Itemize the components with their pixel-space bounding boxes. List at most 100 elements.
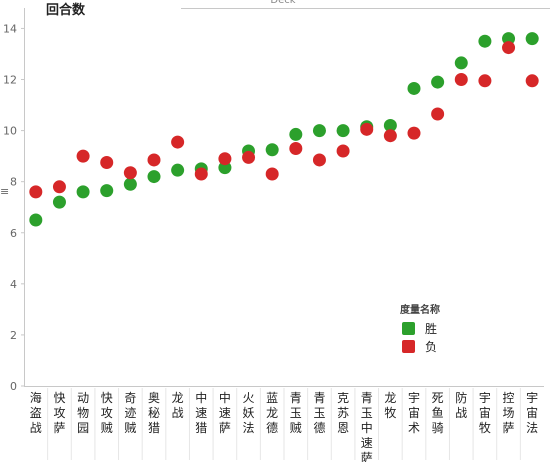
x-tick-label-char: 中 bbox=[219, 390, 231, 405]
loss-point bbox=[289, 141, 303, 155]
x-tick-label-char: 贼 bbox=[124, 420, 136, 435]
loss-point bbox=[336, 144, 350, 158]
loss-point bbox=[525, 74, 539, 88]
win-point bbox=[29, 213, 43, 227]
x-tick-label-char: 青 bbox=[361, 391, 373, 405]
loss-point bbox=[502, 41, 516, 55]
x-tick-label-char: 动 bbox=[77, 391, 89, 405]
x-tick-label-char: 玉 bbox=[313, 406, 325, 420]
loss-point bbox=[478, 74, 492, 88]
win-point bbox=[52, 195, 66, 209]
x-tick-label-char: 萨 bbox=[219, 421, 231, 435]
y-tick-label: 10 bbox=[3, 125, 17, 138]
x-axis-title: Deck bbox=[270, 0, 295, 6]
legend-title: 度量名称 bbox=[400, 303, 440, 316]
x-tick-label-char: 青 bbox=[313, 391, 325, 405]
x-tick-label-char: 猎 bbox=[195, 421, 207, 435]
win-point bbox=[336, 124, 350, 138]
y-tick-label: 2 bbox=[10, 329, 17, 342]
x-tick-label-char: 秘 bbox=[148, 406, 160, 420]
loss-point bbox=[242, 150, 256, 164]
x-tick-label-char: 中 bbox=[361, 420, 373, 435]
loss-point bbox=[360, 122, 374, 136]
loss-point bbox=[147, 153, 161, 167]
x-tick-label-char: 德 bbox=[313, 420, 325, 435]
x-tick-label-char: 物 bbox=[77, 406, 89, 420]
win-point bbox=[289, 127, 303, 141]
x-tick-label-char: 恩 bbox=[337, 421, 349, 435]
x-tick-label-char: 死 bbox=[432, 391, 444, 405]
legend-swatch-loss bbox=[402, 340, 415, 353]
x-tick-label-char: 园 bbox=[77, 421, 89, 435]
x-tick-label-char: 攻 bbox=[53, 406, 65, 420]
x-tick-label-char: 克 bbox=[337, 391, 349, 405]
x-tick-label-char: 宇 bbox=[408, 391, 420, 405]
win-point bbox=[123, 177, 137, 191]
y-tick-label: 4 bbox=[10, 278, 17, 291]
x-tick-label-char: 战 bbox=[455, 406, 467, 420]
x-tick-label-char: 奥 bbox=[148, 391, 160, 405]
x-tick-label-char: 骑 bbox=[432, 421, 444, 435]
loss-point bbox=[76, 149, 90, 163]
win-point bbox=[431, 75, 445, 89]
x-tick-label-char: 奇 bbox=[124, 391, 136, 405]
y-tick-label: 8 bbox=[10, 176, 17, 189]
x-tick-label-char: 牧 bbox=[384, 406, 396, 420]
loss-point bbox=[171, 135, 185, 149]
loss-point bbox=[407, 126, 421, 140]
x-tick-label-char: 萨 bbox=[361, 451, 373, 462]
loss-point bbox=[383, 129, 397, 143]
x-tick-label-char: 贼 bbox=[101, 420, 113, 435]
x-tick-label-char: 战 bbox=[172, 406, 184, 420]
x-tick-label-char: 青 bbox=[290, 391, 302, 405]
x-tick-label-char: 速 bbox=[219, 406, 231, 420]
loss-point bbox=[312, 153, 326, 167]
legend-swatch-win bbox=[402, 322, 415, 335]
win-point bbox=[312, 124, 326, 138]
loss-point bbox=[123, 166, 137, 180]
x-tick-label-char: 战 bbox=[30, 421, 42, 435]
win-point bbox=[407, 81, 421, 95]
x-tick-label-char: 火 bbox=[243, 391, 255, 405]
x-tick-label-char: 速 bbox=[195, 406, 207, 420]
loss-point bbox=[265, 167, 279, 181]
x-tick-label-char: 盗 bbox=[30, 405, 42, 420]
x-tick-label-char: 龙 bbox=[266, 406, 278, 420]
y-tick-label: 6 bbox=[10, 227, 17, 240]
x-tick-label-char: 蓝 bbox=[266, 391, 278, 405]
x-tick-label-char: 宙 bbox=[408, 405, 420, 420]
x-tick-label-char: 德 bbox=[266, 420, 278, 435]
x-tick-label-char: 海 bbox=[30, 390, 42, 405]
win-point bbox=[100, 184, 114, 198]
x-tick-label-char: 防 bbox=[455, 390, 467, 405]
x-tick-label-char: 鱼 bbox=[432, 406, 444, 420]
win-point bbox=[525, 32, 539, 46]
loss-point bbox=[218, 152, 232, 166]
x-tick-label-char: 速 bbox=[361, 436, 373, 450]
x-tick-label-char: 快 bbox=[53, 391, 65, 405]
win-point bbox=[478, 34, 492, 48]
x-tick-label-char: 法 bbox=[243, 421, 255, 435]
loss-point bbox=[29, 185, 43, 199]
win-point bbox=[218, 161, 232, 175]
x-tick-label-char: 苏 bbox=[337, 406, 349, 420]
y-tick-label: 0 bbox=[10, 380, 17, 393]
win-point bbox=[171, 163, 185, 177]
x-tick-label-char: 龙 bbox=[172, 391, 184, 405]
win-point bbox=[454, 56, 468, 70]
legend-label-win: 胜 bbox=[425, 321, 437, 336]
x-tick-label-char: 迹 bbox=[124, 406, 136, 420]
x-tick-label-char: 宙 bbox=[526, 405, 538, 420]
loss-point bbox=[431, 107, 445, 121]
loss-point bbox=[100, 156, 114, 170]
y-axis-title: 回合数 bbox=[46, 2, 86, 18]
legend-label-loss: 负 bbox=[425, 340, 437, 354]
win-point bbox=[265, 143, 279, 157]
x-tick-label-char: 玉 bbox=[290, 406, 302, 420]
x-tick-label-char: 控 bbox=[503, 391, 515, 405]
x-tick-label-char: 术 bbox=[408, 421, 420, 435]
x-tick-label-char: 场 bbox=[503, 406, 515, 420]
x-tick-label-char: 贼 bbox=[290, 420, 302, 435]
